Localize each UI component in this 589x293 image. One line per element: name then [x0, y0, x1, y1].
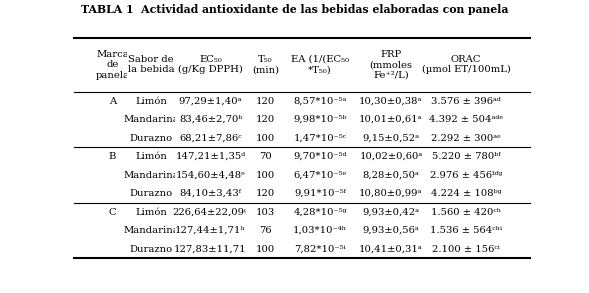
Text: TABLA 1  Actividad antioxidante de las bebidas elaboradas con panela: TABLA 1 Actividad antioxidante de las be…	[81, 4, 508, 16]
